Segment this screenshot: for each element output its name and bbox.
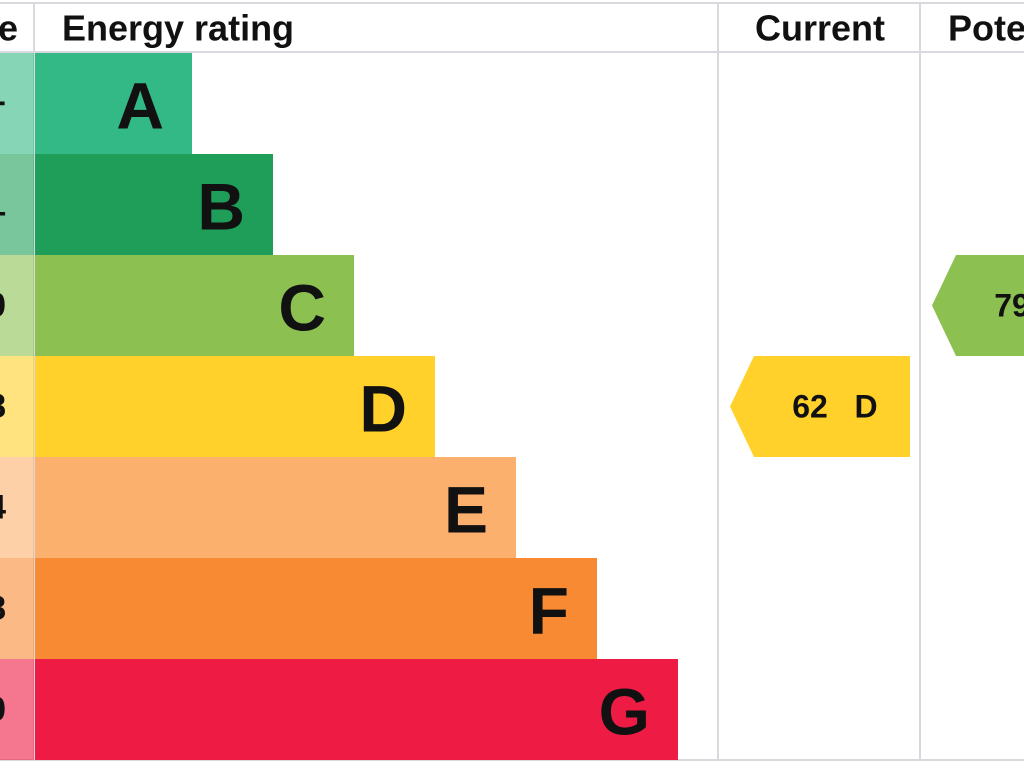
- rating-letter: B: [197, 170, 245, 244]
- rating-bar: [35, 558, 597, 659]
- rating-bar: [35, 356, 435, 457]
- rating-bar: [35, 154, 273, 255]
- rating-letter: A: [116, 69, 164, 143]
- score-range: 92+: [0, 85, 6, 123]
- rating-bar: [35, 53, 192, 154]
- score-range: 1-20: [0, 691, 6, 729]
- header-rating: Energy rating: [62, 8, 294, 49]
- current-arrow: [730, 356, 910, 457]
- header-score: Score: [0, 8, 18, 49]
- score-range: 21-38: [0, 590, 6, 628]
- rating-letter: F: [529, 574, 569, 648]
- rating-letter: D: [359, 372, 407, 446]
- potential-value: 79: [994, 288, 1024, 324]
- rating-letter: C: [278, 271, 326, 345]
- current-letter: D: [854, 389, 877, 425]
- score-cell: [0, 558, 34, 659]
- score-range: 81-91: [0, 186, 6, 224]
- score-range: 55-68: [0, 388, 6, 426]
- rating-bar: [35, 457, 516, 558]
- score-cell: [0, 457, 34, 558]
- rating-bar: [35, 255, 354, 356]
- rating-bar: [35, 659, 678, 760]
- score-cell: [0, 356, 34, 457]
- score-cell: [0, 154, 34, 255]
- header-current: Current: [755, 8, 885, 49]
- score-range: 39-54: [0, 489, 6, 527]
- score-cell: [0, 255, 34, 356]
- rating-letter: G: [599, 675, 650, 749]
- header-potential: Potential: [948, 8, 1024, 49]
- score-range: 69-80: [0, 287, 6, 325]
- rating-letter: E: [444, 473, 488, 547]
- score-cell: [0, 659, 34, 760]
- potential-arrow: [932, 255, 1024, 356]
- score-cell: [0, 53, 34, 154]
- current-value: 62: [792, 389, 828, 425]
